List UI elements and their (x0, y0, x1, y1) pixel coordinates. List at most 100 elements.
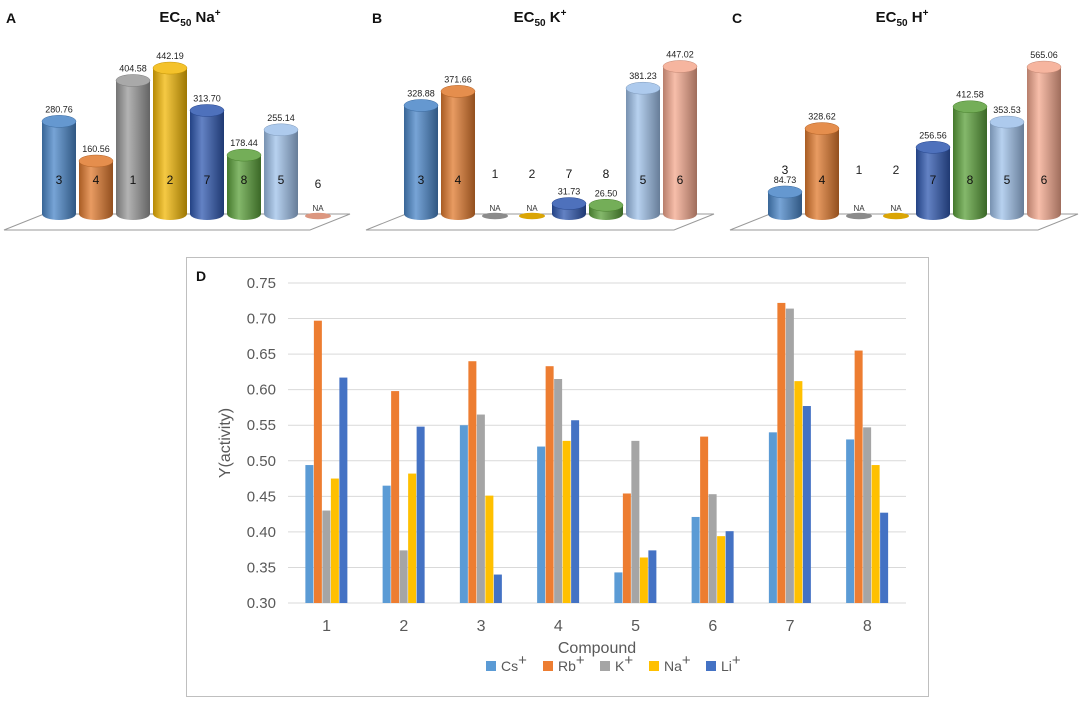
x-tick-label: 8 (863, 618, 872, 635)
bar-rb-compound-7 (777, 302, 786, 603)
value-label: 256.56 (919, 130, 947, 140)
bar-cs-compound-7 (768, 432, 777, 603)
bar-li-compound-5 (648, 550, 657, 603)
value-label: 26.50 (595, 188, 618, 198)
bar-li-compound-8 (880, 512, 889, 603)
chart-d-activity: 0.30 0.35 0.40 0.45 0.50 0.55 0.60 0.65 0.70 0.75… (186, 257, 929, 697)
panel-b-title: EC50 K+ (513, 8, 567, 29)
cylinder-bar-2: NA 2 (519, 167, 545, 220)
value-label: 412.58 (956, 90, 984, 100)
category-label: 1 (130, 173, 137, 187)
bar-cs-compound-4 (537, 446, 546, 603)
legend-swatch-li (706, 661, 716, 671)
panel-c-letter: C (732, 10, 743, 26)
y-tick-label: 0.55 (247, 417, 276, 434)
category-label: 6 (1041, 173, 1048, 187)
bar-cs-compound-6 (691, 516, 700, 603)
value-label: 381.23 (629, 71, 657, 81)
cylinder-bar-8: 178.44 8 (226, 138, 262, 220)
category-label: 7 (930, 173, 937, 187)
legend-label-rb: Rb+ (558, 652, 585, 674)
y-tick-label: 0.70 (247, 311, 276, 328)
x-tick-label: 3 (477, 618, 486, 635)
bar-k-compound-4 (554, 379, 563, 603)
y-tick-label: 0.35 (247, 559, 276, 576)
bar-cs-compound-1 (305, 465, 314, 603)
category-label: 2 (167, 173, 174, 187)
category-label: 1 (492, 167, 499, 181)
cylinder-bar-5: 381.23 5 (625, 71, 661, 220)
cylinder-bar-4: 160.56 4 (78, 144, 114, 220)
value-label: 328.88 (407, 88, 435, 98)
cylinder-bar-4: 328.62 4 (804, 112, 840, 220)
bar-rb-compound-6 (700, 436, 709, 603)
bar-k-compound-7 (785, 308, 794, 603)
bar-na-compound-7 (794, 381, 803, 603)
value-label: 565.06 (1030, 50, 1058, 60)
legend-label-k: K+ (615, 652, 633, 674)
bar-li-compound-3 (493, 574, 502, 603)
bar-li-compound-7 (802, 406, 811, 603)
na-disc (482, 212, 508, 220)
category-label: 1 (856, 163, 863, 177)
value-label: NA (312, 204, 324, 213)
legend-label-na: Na+ (664, 652, 691, 674)
cylinder-bar-3: 280.76 3 (41, 104, 77, 220)
bar-na-compound-6 (717, 536, 726, 603)
bar-li-compound-4 (571, 420, 580, 603)
category-label: 2 (893, 163, 900, 177)
cylinder-bar-1: NA 1 (482, 167, 508, 220)
bar-rb-compound-8 (854, 350, 863, 603)
na-disc (305, 212, 331, 220)
category-label: 3 (56, 173, 63, 187)
cylinder-bar-3: 328.88 3 (403, 88, 439, 220)
y-tick-label: 0.75 (247, 275, 276, 292)
category-label: 6 (315, 177, 322, 191)
legend-swatch-rb (543, 661, 553, 671)
bar-na-compound-1 (330, 478, 339, 603)
panel-a-letter: A (6, 10, 17, 26)
bar-na-compound-8 (871, 465, 880, 603)
value-label: NA (526, 204, 538, 213)
x-axis-label: Compound (558, 640, 636, 657)
value-label: 84.73 (774, 175, 797, 185)
value-label: 178.44 (230, 138, 258, 148)
value-label: 353.53 (993, 105, 1021, 115)
bar-li-compound-6 (725, 531, 734, 603)
bar-k-compound-2 (399, 550, 408, 603)
cylinder-bar-6: 447.02 6 (662, 49, 698, 220)
cylinder-bar-1: 404.58 1 (115, 63, 151, 220)
category-label: 7 (204, 173, 211, 187)
cylinder-bar-1: NA 1 (846, 163, 872, 220)
value-label: 328.62 (808, 112, 836, 122)
cylinder-bar-4: 371.66 4 (440, 74, 476, 220)
bar-k-compound-8 (863, 427, 872, 603)
legend-label-li: Li+ (721, 652, 741, 674)
category-label: 5 (1004, 173, 1011, 187)
category-label: 3 (782, 163, 789, 177)
panel-c-title: EC50 H+ (875, 8, 929, 29)
y-tick-label: 0.40 (247, 524, 276, 541)
chart-c-ec50-h: 84.733 328.62 4 NA 1 NA 2 256.56 7 412.58 8 353.53 5… (729, 50, 1079, 231)
bar-na-compound-3 (485, 495, 494, 603)
bar-cs-compound-8 (846, 439, 855, 603)
category-label: 5 (278, 173, 285, 187)
category-label: 8 (241, 173, 248, 187)
bar-rb-compound-4 (545, 366, 554, 603)
cylinder-bar-3: 84.733 (767, 163, 803, 220)
value-label: 442.19 (156, 51, 184, 61)
category-label: 3 (418, 173, 425, 187)
bar-li-compound-1 (339, 377, 348, 603)
x-tick-label: 1 (322, 618, 331, 635)
cylinder-bar-5: 353.53 5 (989, 105, 1025, 220)
y-tick-label: 0.45 (247, 488, 276, 505)
na-disc (519, 212, 545, 220)
value-label: 31.73 (558, 187, 581, 197)
na-disc (846, 212, 872, 220)
cylinder-bar-7: 256.56 7 (915, 130, 951, 220)
y-tick-label: 0.30 (247, 595, 276, 612)
panel-d-letter: D (196, 268, 207, 284)
cylinder-bar-2: NA 2 (883, 163, 909, 220)
cylinder-bar-6: 565.06 6 (1026, 50, 1062, 220)
bar-k-compound-5 (631, 440, 640, 603)
